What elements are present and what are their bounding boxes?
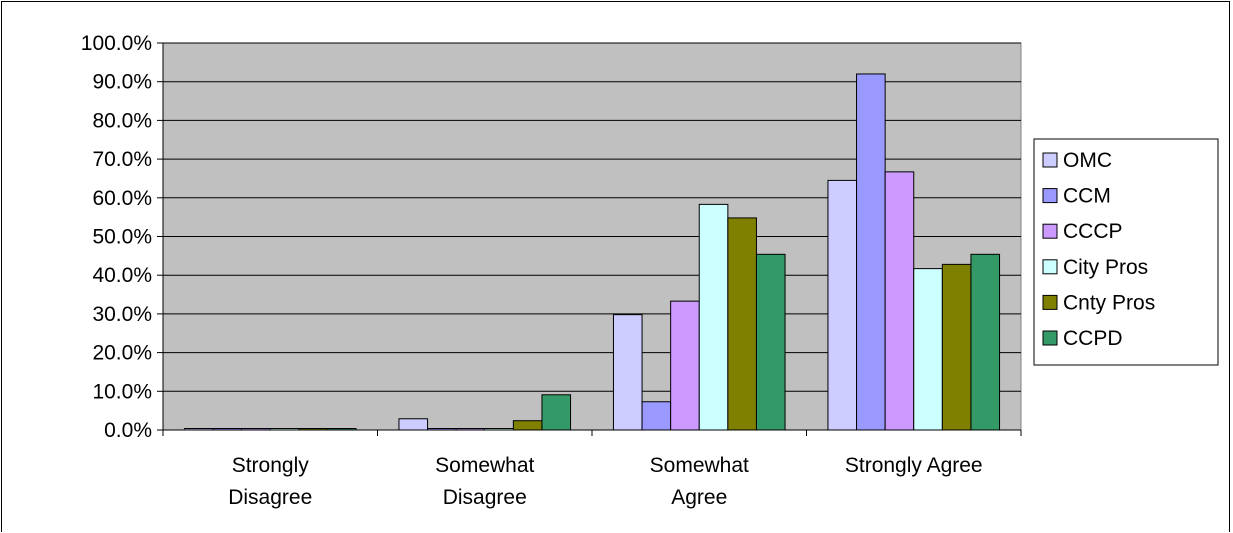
bar-omc xyxy=(398,418,429,431)
x-category-label: Somewhat Disagree xyxy=(435,454,534,509)
y-tick-label: 50.0% xyxy=(92,226,152,249)
bar-ccm xyxy=(856,73,886,431)
bar-city-pros xyxy=(913,268,943,431)
x-category-label: Somewhat Agree xyxy=(650,454,749,509)
y-tick-label: 90.0% xyxy=(92,71,152,94)
bar-cnty-pros xyxy=(512,420,543,431)
bar-ccpd xyxy=(970,253,1001,431)
legend-label: CCM xyxy=(1063,185,1111,208)
bar-cccp xyxy=(670,300,700,431)
plot-area xyxy=(162,42,1022,431)
legend-label: OMC xyxy=(1063,149,1112,172)
bar-omc xyxy=(827,179,858,431)
bar-cccp xyxy=(884,171,915,431)
legend-label: CCCP xyxy=(1063,220,1123,243)
bar-omc xyxy=(612,314,643,431)
legend-swatch xyxy=(1042,223,1058,239)
legend-label: Cnty Pros xyxy=(1063,291,1155,314)
y-tick-label: 80.0% xyxy=(92,109,152,132)
bar-cnty-pros xyxy=(727,217,757,431)
y-tick-label: 0.0% xyxy=(104,419,152,442)
y-tick-label: 40.0% xyxy=(92,264,152,287)
bar-ccpd xyxy=(541,394,572,431)
y-tick-label: 70.0% xyxy=(92,148,152,171)
legend-label: CCPD xyxy=(1063,327,1123,350)
legend-box xyxy=(1033,138,1219,366)
y-tick-label: 20.0% xyxy=(92,342,152,365)
bar-city-pros xyxy=(698,203,729,431)
axes: 0.0% 10.0% 20.0% 30.0% 40.0% 50.0% 60.0% 70.0% 8… xyxy=(81,32,1022,509)
x-category-label: Strongly Agree xyxy=(845,454,983,477)
y-tick-label: 10.0% xyxy=(92,380,152,403)
y-tick-label: 60.0% xyxy=(92,187,152,210)
bar-cnty-pros xyxy=(941,263,972,431)
x-category-label: Strongly Disagree xyxy=(228,454,312,509)
legend-label: City Pros xyxy=(1063,256,1148,279)
legend-swatch xyxy=(1042,188,1058,204)
y-tick-label: 100.0% xyxy=(81,32,152,55)
bar-ccpd xyxy=(755,253,786,431)
legend-swatch xyxy=(1042,294,1058,310)
bar-ccm xyxy=(641,401,672,431)
legend-swatch xyxy=(1042,330,1058,346)
legend-swatch xyxy=(1042,259,1058,275)
legend: OMC CCM CCCP City Pros Cnty Pros CCPD xyxy=(1033,138,1219,366)
y-tick-label: 30.0% xyxy=(92,303,152,326)
legend-swatch xyxy=(1042,152,1058,168)
